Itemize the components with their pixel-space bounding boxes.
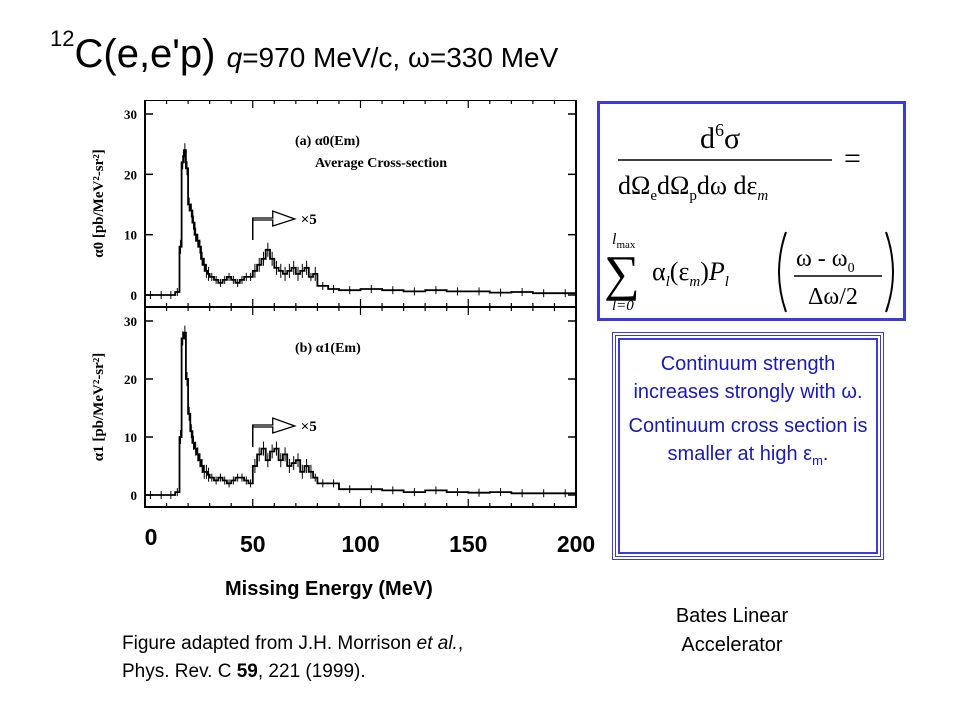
figure-caption: Figure adapted from J.H. Morrison et al.… bbox=[122, 630, 463, 686]
kinematics: q=970 MeV/c, ω=330 MeV bbox=[227, 42, 559, 73]
scale-label: ×5 bbox=[301, 419, 317, 435]
omega-denominator: Δω/2 bbox=[808, 284, 858, 310]
omega-symbol: ω bbox=[407, 42, 430, 73]
x-tick-label: 200 bbox=[557, 531, 595, 557]
x-tick-label: 150 bbox=[449, 531, 487, 557]
x-axis-label: Missing Energy (MeV) bbox=[225, 578, 433, 600]
x-tick-label: 100 bbox=[341, 531, 379, 557]
data-series-b bbox=[145, 331, 576, 496]
q-symbol: q bbox=[226, 42, 243, 73]
scale-label: ×5 bbox=[301, 212, 317, 228]
sum-symbol: ∑ bbox=[604, 245, 640, 301]
note-line-1: Continuum strength increases strongly wi… bbox=[633, 353, 863, 403]
caption-line-1: Figure adapted from J.H. Morrison et al.… bbox=[122, 633, 464, 654]
q-value: =970 MeV/c, bbox=[242, 42, 408, 73]
omega-value: =330 MeV bbox=[429, 42, 559, 73]
y-tick-label: 0 bbox=[131, 288, 138, 303]
sum-lower-limit: l=0 bbox=[612, 298, 634, 314]
panel-b: 0 10 20 30 α1 [pb/MeV²-sr²] (b) α1(Em) ×5 bbox=[91, 306, 577, 508]
y-tick-label: 20 bbox=[124, 372, 137, 387]
caption-line-2: Phys. Rev. C 59, 221 (1999). bbox=[122, 661, 366, 682]
panel-label: (b) α1(Em) bbox=[295, 341, 361, 356]
scale-arrow bbox=[252, 210, 297, 227]
denominator: dΩedΩpdω dεm bbox=[618, 171, 768, 204]
equals-sign: = bbox=[844, 142, 861, 175]
alpha-term: αl(εm)Pl bbox=[652, 257, 729, 290]
y-tick-label: 20 bbox=[124, 167, 137, 182]
left-paren bbox=[778, 231, 787, 313]
y-tick-label: 30 bbox=[124, 314, 137, 329]
y-tick-label: 10 bbox=[124, 228, 137, 243]
cross-section-formula: d6σ dΩedΩpdω dεm = lmax ∑ l=0 αl(εm)Pl ω… bbox=[604, 120, 894, 314]
panel-sublabel: Average Cross-section bbox=[315, 156, 447, 171]
y-axis-label: α0 [pb/MeV²-sr²] bbox=[91, 149, 107, 258]
page-title: 12C(e,e'p) q=970 MeV/c, ω=330 MeV bbox=[50, 26, 559, 77]
mass-number: 12 bbox=[50, 26, 75, 51]
scale-arrow bbox=[252, 417, 297, 434]
reaction: C(e,e'p) bbox=[74, 32, 216, 76]
omega-numerator: ω - ω0 bbox=[796, 246, 855, 276]
right-paren bbox=[885, 231, 894, 313]
y-tick-label: 0 bbox=[131, 488, 138, 503]
note-content: Continuum strength increases strongly wi… bbox=[618, 338, 878, 554]
missing-energy-chart: 0 10 20 30 α0 [pb/MeV²-sr²] (a) α0(Em) Average… bbox=[91, 100, 595, 557]
y-tick-label: 10 bbox=[124, 430, 137, 445]
panel-label: (a) α0(Em) bbox=[295, 134, 360, 149]
x-tick-label: 0 bbox=[145, 524, 158, 550]
formula-box: d6σ dΩedΩpdω dεm = lmax ∑ l=0 αl(εm)Pl ω… bbox=[597, 101, 906, 321]
note-line-2: Continuum cross section is smaller at hi… bbox=[628, 415, 868, 468]
numerator: d6σ bbox=[700, 120, 740, 155]
lab-name: Bates Linear Accelerator bbox=[675, 605, 789, 656]
sum-upper-limit: lmax bbox=[612, 231, 636, 251]
x-tick-label: 50 bbox=[240, 531, 266, 557]
y-axis-label: α1 [pb/MeV²-sr²] bbox=[91, 353, 107, 462]
y-tick-label: 30 bbox=[124, 107, 137, 122]
panel-a: 0 10 20 30 α0 [pb/MeV²-sr²] (a) α0(Em) Average… bbox=[91, 100, 577, 308]
note-box: Continuum strength increases strongly wi… bbox=[612, 332, 884, 560]
data-series-a bbox=[145, 149, 576, 296]
